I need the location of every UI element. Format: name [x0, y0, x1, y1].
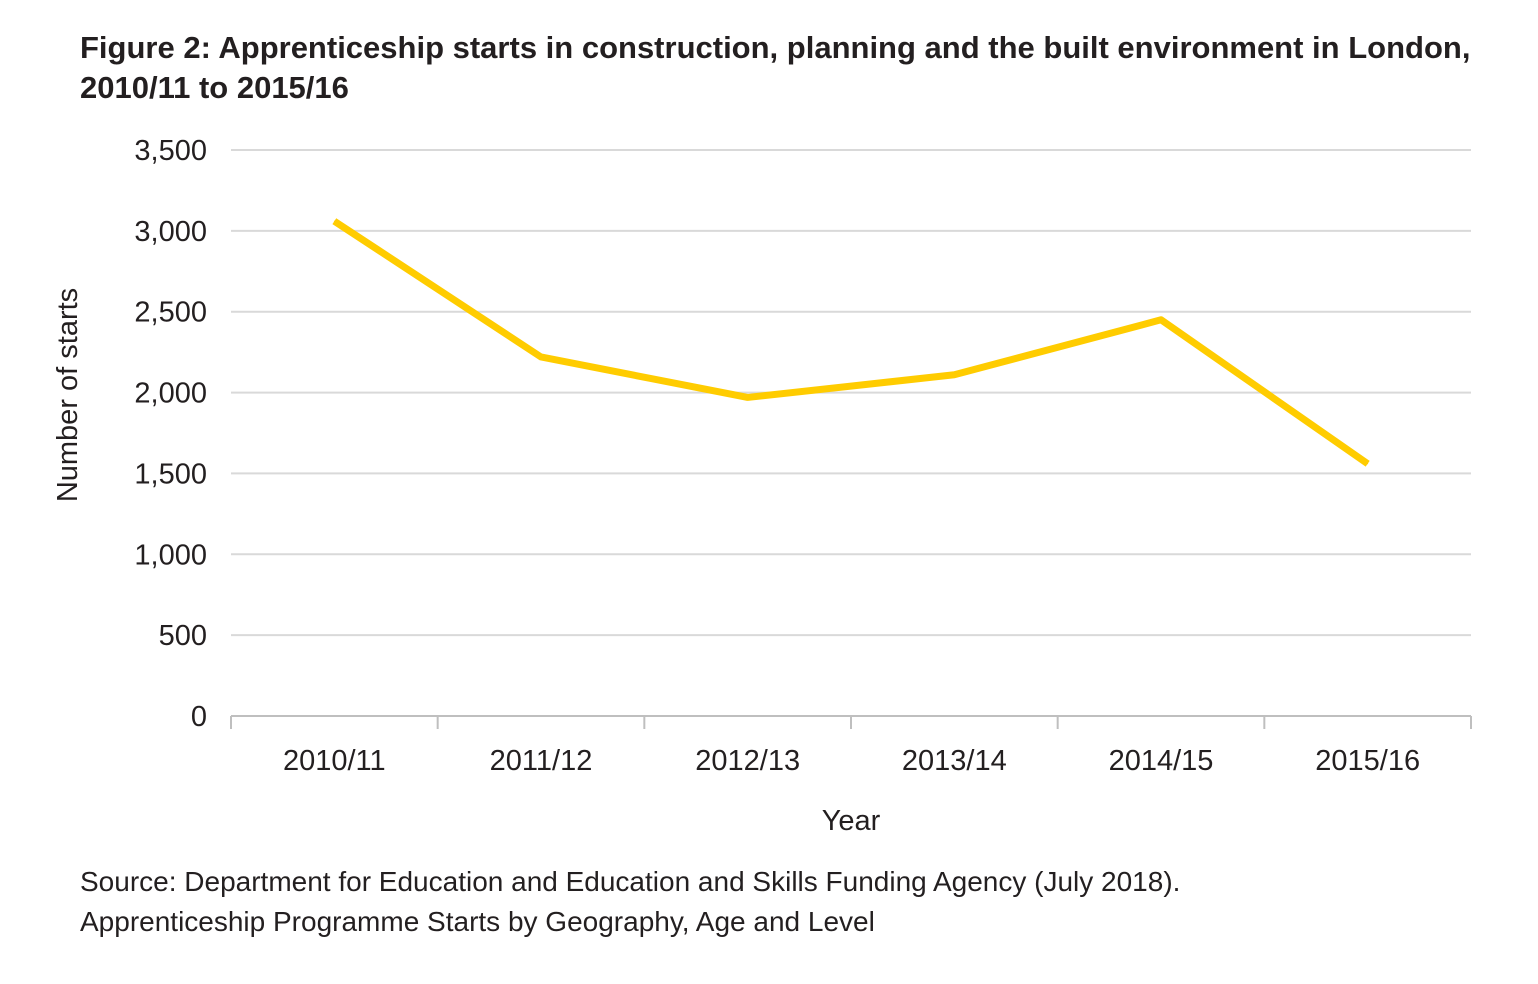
- y-tick-label: 3,500: [134, 135, 207, 167]
- x-tick-label: 2010/11: [283, 745, 386, 777]
- source-note: Source: Department for Education and Edu…: [80, 862, 1500, 942]
- y-tick-label: 0: [191, 701, 207, 733]
- y-tick-label: 500: [159, 620, 207, 652]
- y-tick-label: 1,500: [134, 458, 207, 490]
- data-point: [953, 374, 955, 376]
- x-tick-label: 2012/13: [695, 745, 800, 777]
- x-tick-label: 2011/12: [490, 745, 593, 777]
- x-tick-label: 2013/14: [902, 745, 1007, 777]
- data-point: [1367, 463, 1369, 465]
- y-tick-label: 1,000: [134, 539, 207, 571]
- y-tick-label: 2,500: [134, 297, 207, 329]
- gridlines: [231, 149, 1471, 637]
- data-point: [540, 356, 542, 358]
- y-tick-label: 2,000: [134, 378, 207, 410]
- series: [332, 218, 1370, 467]
- data-point: [333, 220, 335, 222]
- data-point: [747, 396, 749, 398]
- x-axis-title: Year: [822, 805, 881, 837]
- data-point: [1160, 319, 1162, 321]
- series-line: [332, 218, 1370, 467]
- x-axis: 2010/11 2011/12 2012/13 2013/14 2014/15 2015/…: [230, 715, 1472, 777]
- y-axis-title: Number of starts: [52, 288, 84, 502]
- source-line-1: Source: Department for Education and Edu…: [80, 866, 1181, 897]
- y-axis: 0 500 1,000 1,500 2,000 2,500 3,000 3,500: [134, 135, 207, 733]
- x-tick-label: 2015/16: [1315, 745, 1420, 777]
- source-line-2: Apprenticeship Programme Starts by Geogr…: [80, 906, 875, 937]
- x-tick-label: 2014/15: [1109, 745, 1214, 777]
- y-tick-label: 3,000: [134, 216, 207, 248]
- chart-title: Figure 2: Apprenticeship starts in const…: [80, 30, 1471, 105]
